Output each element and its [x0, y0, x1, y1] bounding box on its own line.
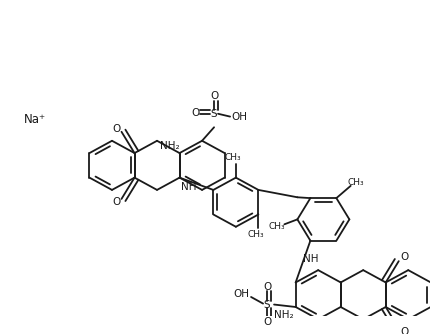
- Text: CH₃: CH₃: [247, 230, 264, 239]
- Text: OH: OH: [233, 289, 249, 299]
- Text: O: O: [263, 282, 271, 292]
- Text: NH: NH: [303, 254, 319, 264]
- Text: CH₃: CH₃: [347, 178, 364, 187]
- Text: O: O: [210, 91, 218, 101]
- Text: O: O: [191, 108, 199, 118]
- Text: S: S: [211, 109, 218, 119]
- Text: O: O: [401, 253, 409, 263]
- Text: CH₃: CH₃: [268, 222, 285, 231]
- Text: CH₃: CH₃: [224, 153, 241, 162]
- Text: NH₂: NH₂: [274, 310, 294, 320]
- Text: O: O: [263, 318, 271, 328]
- Text: S: S: [264, 300, 270, 310]
- Text: O: O: [401, 327, 409, 334]
- Text: O: O: [112, 124, 121, 134]
- Text: Na⁺: Na⁺: [24, 114, 46, 127]
- Text: NH: NH: [181, 182, 196, 192]
- Text: NH₂: NH₂: [160, 142, 179, 151]
- Text: OH: OH: [231, 112, 247, 122]
- Text: O: O: [112, 197, 121, 207]
